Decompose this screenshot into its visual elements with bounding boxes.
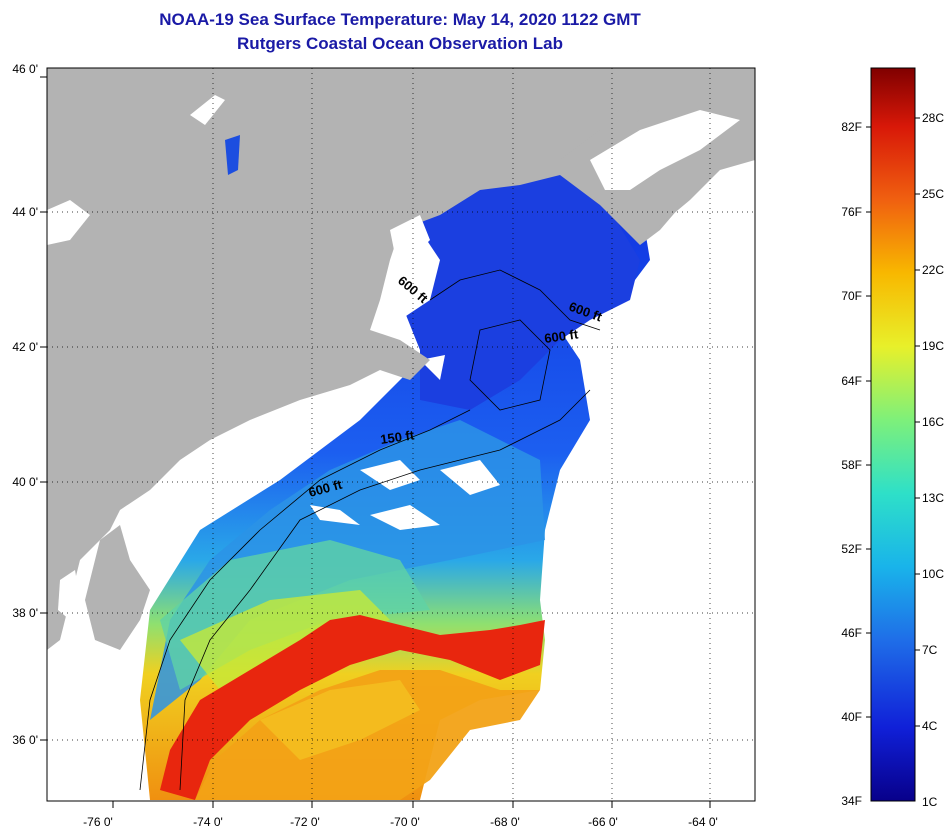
colorbar-label-c: 7C — [922, 643, 938, 657]
colorbar-label-f: 82F — [841, 120, 862, 134]
lat-label: 46 0' — [12, 62, 38, 76]
colorbar-label-c: 22C — [922, 263, 944, 277]
colorbar-label-f: 46F — [841, 626, 862, 640]
lat-label: 36 0' — [12, 733, 38, 747]
lat-label: 40 0' — [12, 475, 38, 489]
graticule — [47, 68, 755, 801]
colorbar-label-c: 16C — [922, 415, 944, 429]
gulf-stream — [160, 615, 545, 800]
lat-label: 42 0' — [12, 340, 38, 354]
land-north — [47, 68, 755, 650]
contour-label: 600 ft — [543, 326, 579, 346]
map-title: NOAA-19 Sea Surface Temperature: May 14,… — [159, 10, 641, 29]
land-delmarva — [85, 525, 150, 650]
colorbar-label-f: 52F — [841, 542, 862, 556]
colorbar-label-c: 1C — [922, 795, 938, 809]
lat-label: 44 0' — [12, 205, 38, 219]
colorbar-label-c: 19C — [922, 339, 944, 353]
colorbar-label-f: 64F — [841, 374, 862, 388]
colorbar-label-f: 70F — [841, 289, 862, 303]
lon-label: -76 0' — [83, 815, 113, 829]
lon-label: -64 0' — [688, 815, 718, 829]
map-subtitle: Rutgers Coastal Ocean Observation Lab — [237, 34, 563, 53]
contour-label: 150 ft — [379, 427, 415, 447]
colorbar-label-c: 13C — [922, 491, 944, 505]
colorbar-label-f: 76F — [841, 205, 862, 219]
colorbar-label-f: 58F — [841, 458, 862, 472]
lon-label: -74 0' — [193, 815, 223, 829]
lon-label: -72 0' — [290, 815, 320, 829]
colorbar-label-f: 34F — [841, 794, 862, 808]
colorbar-label-c: 25C — [922, 187, 944, 201]
lat-label: 38 0' — [12, 606, 38, 620]
colorbar-label-c: 4C — [922, 719, 938, 733]
colorbar-label-f: 40F — [841, 710, 862, 724]
lon-label: -68 0' — [490, 815, 520, 829]
lon-label: -66 0' — [588, 815, 618, 829]
colorbar-label-c: 28C — [922, 111, 944, 125]
colorbar-label-c: 10C — [922, 567, 944, 581]
gulf-of-maine — [390, 150, 640, 410]
colorbar-gradient — [870, 67, 916, 802]
lon-label: -70 0' — [390, 815, 420, 829]
map-frame — [46, 67, 756, 802]
